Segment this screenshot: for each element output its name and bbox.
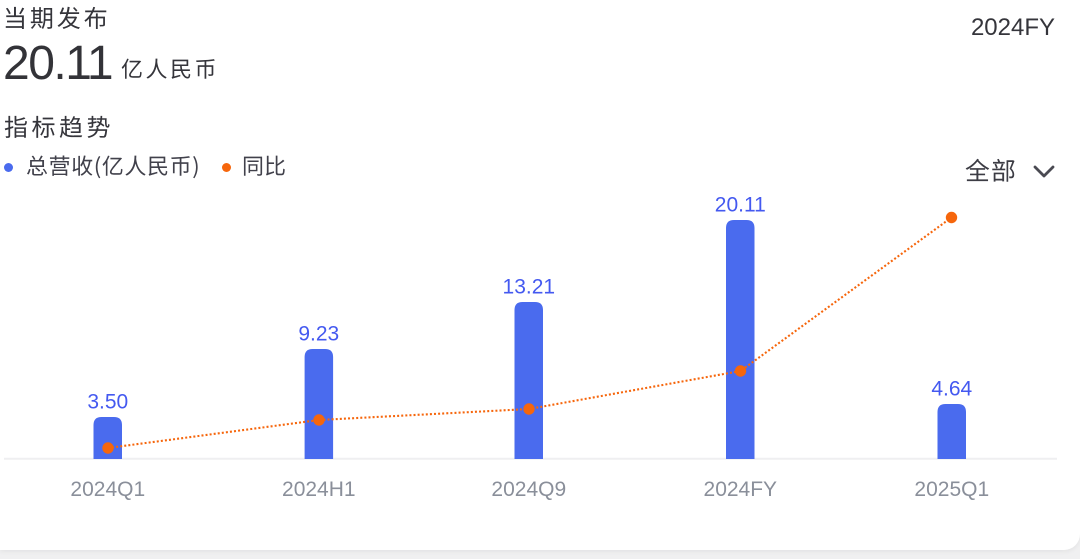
svg-text:20.11: 20.11 xyxy=(715,194,766,217)
svg-text:3.50: 3.50 xyxy=(87,391,128,414)
svg-text:9.23: 9.23 xyxy=(298,323,339,346)
svg-text:13.21: 13.21 xyxy=(503,276,556,299)
svg-text:4.64: 4.64 xyxy=(931,378,972,401)
